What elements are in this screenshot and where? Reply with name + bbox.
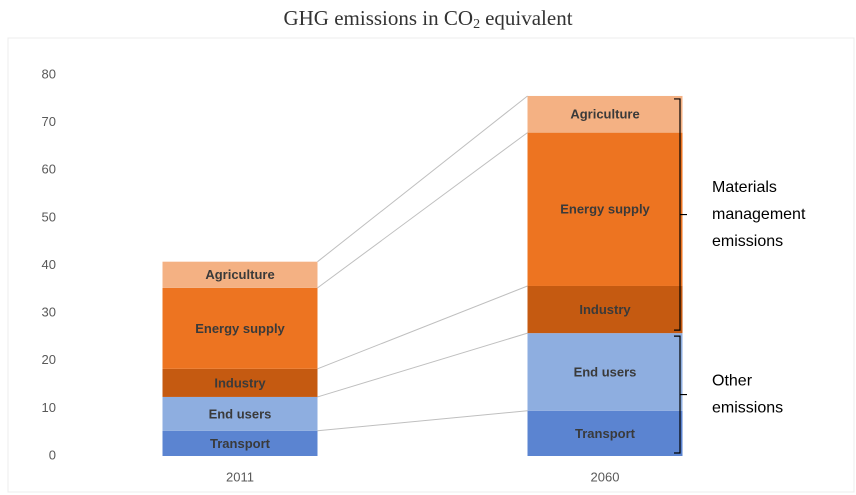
bar-segment [527,285,683,334]
segment-label: End users [209,406,272,421]
bracket [674,335,687,454]
bar-segment [527,95,683,133]
segment-label: Transport [575,426,636,441]
segment-label: Industry [579,302,631,317]
x-tick-label: 2060 [591,469,620,484]
bar-segment [527,410,683,456]
y-tick-label: 60 [42,162,56,177]
y-tick-label: 50 [42,209,56,224]
annotation: emissions [712,399,783,416]
segment-label: Industry [214,375,266,390]
annotation: Other [712,372,753,389]
annotation: Materials [712,179,777,196]
segment-label: Agriculture [570,107,639,122]
segment-label: Energy supply [560,202,650,217]
segment-label: Energy supply [195,321,285,336]
y-tick-label: 20 [42,352,56,367]
bar-segment [162,396,318,431]
annotation: management [712,206,806,223]
bracket [674,98,687,331]
bar-segment [162,287,318,369]
annotation: emissions [712,233,783,250]
bar-segment [162,368,318,397]
connector-line [317,332,528,398]
bar-segment [162,261,318,288]
bar-segment [527,333,683,411]
segment-label: Transport [210,436,271,451]
bar-segment [162,430,318,456]
y-tick-label: 10 [42,400,56,415]
connector-line [317,285,528,370]
y-tick-label: 80 [42,66,56,81]
bar-segment [527,132,683,286]
x-tick-label: 2011 [226,469,254,484]
connector-line [317,132,528,289]
segment-label: Agriculture [205,267,274,282]
connector-line [317,95,528,263]
chart-frame [7,37,855,493]
segment-label: End users [574,364,637,379]
chart-title: GHG emissions in CO2 equivalent [283,6,572,32]
y-tick-label: 70 [42,114,56,129]
y-tick-label: 0 [49,447,56,462]
y-tick-label: 40 [42,257,56,272]
connector-line [317,410,528,432]
y-tick-label: 30 [42,305,56,320]
